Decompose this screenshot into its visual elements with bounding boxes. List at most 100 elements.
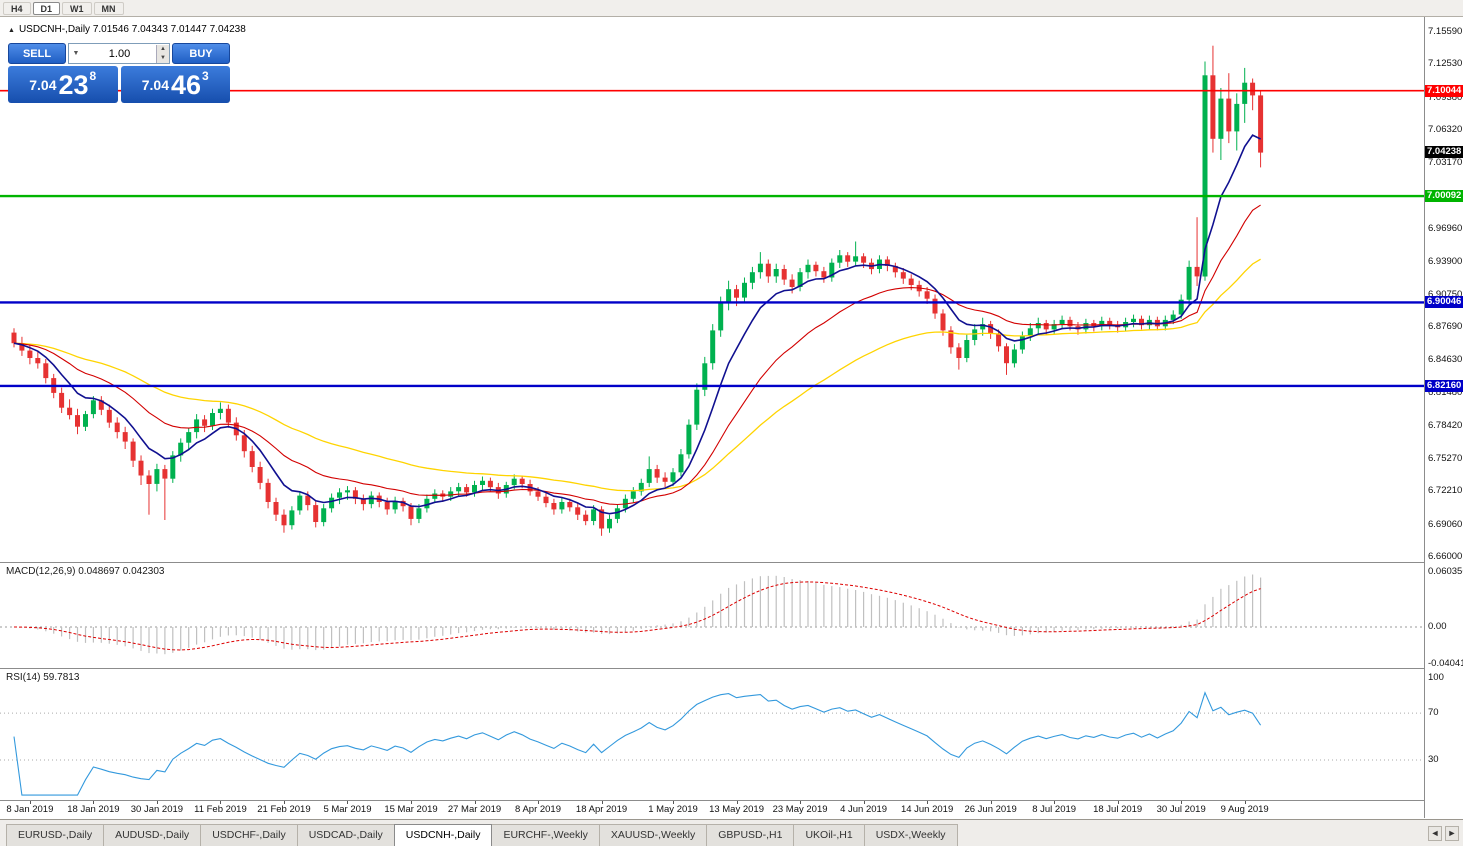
date-tick-mark [93,801,95,804]
date-tick-mark [673,801,675,804]
price-pane[interactable]: ▲ USDCNH-,Daily 7.01546 7.04343 7.01447 7… [0,17,1424,562]
date-label: 8 Jul 2019 [1032,804,1077,815]
price-tick: 0.060356 [1428,566,1463,578]
price-tick: 6.69060 [1428,518,1463,530]
volume-up-icon[interactable]: ▲ [157,44,169,54]
date-label: 11 Feb 2019 [194,804,247,815]
date-tick-mark [474,801,476,804]
macd-header: MACD(12,26,9) 0.048697 0.042303 [6,566,165,577]
volume-stepper[interactable]: ▼ 1.00 ▲ ▼ [68,43,170,64]
price-tick: 7.09380 [1428,91,1463,103]
chart-tab-xauusd-weekly[interactable]: XAUUSD-,Weekly [598,824,708,846]
price-tick: 6.75270 [1428,452,1463,464]
date-label: 4 Jun 2019 [840,804,888,815]
chart-tab-gbpusd-h1[interactable]: GBPUSD-,H1 [706,824,795,846]
price-tick: 7.15590 [1428,26,1463,37]
chart-tab-usdcad-daily[interactable]: USDCAD-,Daily [296,824,395,846]
volume-spinner[interactable]: ▲ ▼ [156,44,169,63]
price-line-label: 7.04238 [1425,146,1463,159]
date-tick-mark [220,801,222,804]
chart-ohlc-text: USDCNH-,Daily 7.01546 7.04343 7.01447 7.… [18,24,246,35]
date-tick-mark [800,801,802,804]
price-tick: 6.96960 [1428,223,1463,235]
price-tick: 6.84630 [1428,353,1463,365]
price-tick: 30 [1428,753,1439,765]
price-tick: 6.78420 [1428,419,1463,431]
date-label: 23 May 2019 [772,804,828,815]
sell-price-big: 23 [58,69,89,100]
buy-button[interactable]: BUY [172,43,230,64]
timeframe-h4[interactable]: H4 [3,1,31,15]
price-tick: 100 [1428,672,1444,683]
chart-tab-audusd-daily[interactable]: AUDUSD-,Daily [103,824,202,846]
date-label: 27 Mar 2019 [447,804,502,815]
chart-tab-eurchf-weekly[interactable]: EURCHF-,Weekly [491,824,600,846]
date-tick-mark [927,801,929,804]
price-line-label: 7.10044 [1425,84,1463,97]
date-label: 26 Jun 2019 [964,804,1017,815]
timeframe-w1[interactable]: W1 [62,1,92,15]
price-line-label: 6.82160 [1425,379,1463,392]
timeframe-toolbar: H4 D1 W1 MN [0,0,1463,17]
volume-dropdown-icon[interactable]: ▼ [72,50,80,57]
date-label: 5 Mar 2019 [323,804,372,815]
tabs-scroll-arrows: ◄ ► [1428,826,1459,841]
timeframe-d1[interactable]: D1 [32,1,61,15]
chart-tab-ukoil-h1[interactable]: UKOil-,H1 [793,824,865,846]
date-tick-mark [347,801,349,804]
tabs-scroll-left-icon[interactable]: ◄ [1428,826,1442,841]
date-label: 14 Jun 2019 [900,804,954,815]
price-tick: 6.81480 [1428,387,1463,399]
chart-tabs: EURUSD-,Daily AUDUSD-,Daily USDCHF-,Daily U… [6,824,958,846]
tabs-scroll-right-icon[interactable]: ► [1445,826,1459,841]
time-axis: 8 Jan 2019 18 Jan 2019 30 Jan 2019 11 Feb 2… [0,801,1424,818]
chart-tab-usdx-weekly[interactable]: USDX-,Weekly [863,824,958,846]
price-scale: 7.15590 7.12530 7.09380 7.06320 7.03170 6.969… [1424,17,1463,818]
rsi-header: RSI(14) 59.7813 [6,672,80,683]
price-line-label: 7.00092 [1425,190,1463,203]
collapse-trade-panel-icon[interactable]: ▲ [8,27,15,34]
chart-tab-eurusd-daily[interactable]: EURUSD-,Daily [6,824,105,846]
date-label: 1 May 2019 [648,804,698,815]
timeframe-mn[interactable]: MN [93,1,124,15]
price-line-label: 6.90046 [1425,296,1463,309]
price-tick: 6.93900 [1428,255,1463,267]
pane-separator[interactable] [0,668,1463,669]
date-label: 18 Apr 2019 [575,804,628,815]
sell-price-sup: 8 [89,68,97,83]
buy-price-base: 7.04 [141,76,169,93]
date-label: 30 Jan 2019 [130,804,184,815]
rsi-pane[interactable]: RSI(14) 59.7813 [0,669,1424,800]
macd-pane[interactable]: MACD(12,26,9) 0.048697 0.042303 [0,563,1424,668]
date-label: 8 Jan 2019 [6,804,54,815]
date-label: 8 Apr 2019 [515,804,562,815]
date-tick-mark [1054,801,1056,804]
date-tick-mark [1181,801,1183,804]
timeframe-buttons: H4 D1 W1 MN [3,1,124,15]
volume-down-icon[interactable]: ▼ [157,53,169,63]
chart-tab-usdchf-daily[interactable]: USDCHF-,Daily [200,824,298,846]
price-tick: 6.72210 [1428,485,1463,497]
macd-chart[interactable] [0,563,1424,668]
volume-value[interactable]: 1.00 [108,47,131,60]
price-tick: 7.06320 [1428,124,1463,136]
chart-tab-usdcnh-daily[interactable]: USDCNH-,Daily [393,824,493,846]
date-label: 30 Jul 2019 [1156,804,1206,815]
sell-price-base: 7.04 [29,76,57,93]
date-tick-mark [736,801,738,804]
buy-price-sup: 3 [202,68,209,83]
date-tick-mark [601,801,603,804]
price-tick: 0.00 [1428,621,1447,632]
price-chart[interactable] [0,17,1424,562]
rsi-chart[interactable] [0,669,1424,800]
sell-price[interactable]: 7.04 23 8 [8,66,118,103]
pane-separator[interactable] [0,562,1463,563]
buy-price-big: 46 [171,69,202,100]
price-tick: 6.90750 [1428,288,1463,300]
buy-price[interactable]: 7.04 46 3 [120,66,230,103]
date-tick-mark [538,801,540,804]
sell-button[interactable]: SELL [8,43,66,64]
price-tick: 70 [1428,707,1439,719]
price-tick: 7.03170 [1428,157,1463,169]
